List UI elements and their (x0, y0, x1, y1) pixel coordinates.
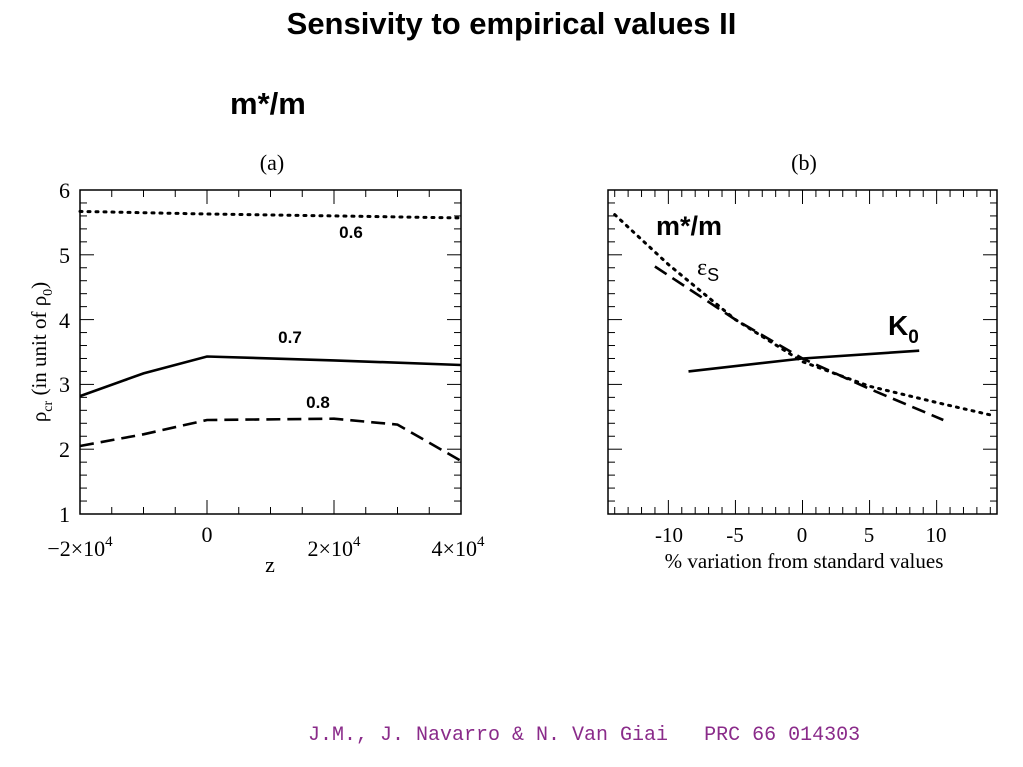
panel-b: (b) -10 -5 0 5 10 % variation from stand… (607, 150, 998, 573)
y-tick-label: 1 (59, 502, 70, 527)
series-line-solid (688, 349, 920, 373)
series-line-dotted (613, 213, 992, 417)
x-tick-label: 0 (797, 523, 808, 547)
y-tick-label: 3 (59, 372, 70, 397)
series-label-k0: K0 (888, 310, 919, 348)
series-line-solid (79, 355, 462, 398)
y-tick-label: 5 (59, 243, 70, 268)
panel-a-label: (a) (260, 150, 284, 175)
x-tick-label: 2×104 (308, 534, 361, 561)
y-axis-label: ρcr (in unit of ρ0) (27, 282, 56, 422)
series-label-0.8: 0.8 (306, 393, 330, 412)
panel-b-label: (b) (791, 150, 817, 175)
x-tick-label: −2×104 (47, 534, 113, 561)
x-tick-label: -5 (726, 523, 744, 547)
slide-title: Sensivity to empirical values II (286, 6, 737, 41)
series-line-dotted (78, 209, 463, 220)
x-tick-label: -10 (655, 523, 683, 547)
y-tick-label: 2 (59, 437, 70, 462)
panel-a-frame (79, 189, 462, 515)
y-tick-label: 6 (59, 178, 70, 203)
series-label-mstar: m*/m (656, 211, 722, 241)
series-label-0.7: 0.7 (278, 328, 302, 347)
panel-a: (a) 1 2 3 4 5 6 −2×104 0 2×104 4×104 z ρ… (27, 150, 485, 577)
y-tick-label: 4 (59, 308, 70, 333)
x-axis-label: z (265, 552, 275, 577)
series-line-dashed (79, 417, 462, 463)
series-label-0.6: 0.6 (339, 223, 363, 242)
x-tick-label: 4×104 (432, 534, 485, 561)
x-tick-label: 5 (864, 523, 875, 547)
panel-b-ticks (608, 189, 997, 515)
x-axis-label: % variation from standard values (665, 549, 944, 573)
x-tick-label: 0 (202, 522, 213, 547)
citation-footer: J.M., J. Navarro & N. Van Giai PRC 66 01… (308, 724, 861, 747)
panel-b-series (613, 213, 992, 422)
slide-subtitle: m*/m (230, 86, 306, 121)
panel-a-series (78, 209, 463, 463)
panel-a-ticks (79, 189, 462, 515)
series-label-eps-s: εS (697, 255, 719, 285)
x-tick-label: 10 (926, 523, 947, 547)
